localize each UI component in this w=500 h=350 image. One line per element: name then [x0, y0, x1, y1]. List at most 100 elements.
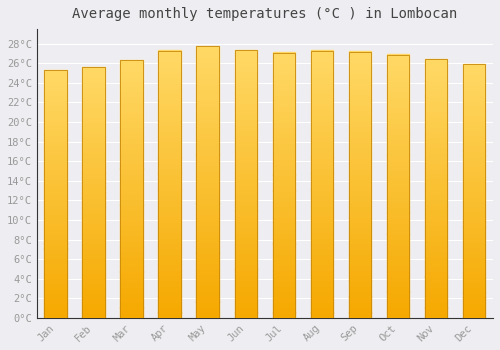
- Bar: [120, 96, 144, 102]
- Bar: [462, 191, 485, 196]
- Bar: [424, 282, 448, 287]
- Bar: [120, 61, 144, 318]
- Bar: [310, 275, 334, 280]
- Bar: [82, 288, 105, 293]
- Bar: [310, 131, 334, 136]
- Bar: [158, 189, 182, 195]
- Bar: [196, 269, 220, 274]
- Bar: [386, 212, 409, 218]
- Bar: [196, 247, 220, 253]
- Bar: [348, 131, 372, 137]
- Bar: [272, 169, 295, 175]
- Bar: [310, 291, 334, 296]
- Bar: [82, 127, 105, 132]
- Bar: [120, 81, 144, 86]
- Bar: [348, 184, 372, 190]
- Bar: [348, 286, 372, 291]
- Bar: [44, 263, 67, 268]
- Bar: [424, 271, 448, 276]
- Bar: [424, 189, 448, 194]
- Bar: [272, 196, 295, 201]
- Bar: [272, 95, 295, 100]
- Bar: [348, 83, 372, 89]
- Bar: [310, 99, 334, 104]
- Bar: [424, 209, 448, 215]
- Bar: [44, 90, 67, 95]
- Bar: [82, 87, 105, 92]
- Bar: [386, 60, 409, 65]
- Bar: [120, 112, 144, 117]
- Bar: [82, 173, 105, 177]
- Bar: [310, 174, 334, 179]
- Bar: [386, 118, 409, 123]
- Bar: [234, 82, 258, 87]
- Bar: [462, 100, 485, 105]
- Bar: [158, 125, 182, 131]
- Bar: [386, 55, 409, 318]
- Bar: [310, 232, 334, 238]
- Bar: [462, 110, 485, 115]
- Bar: [424, 230, 448, 235]
- Bar: [44, 298, 67, 303]
- Bar: [272, 159, 295, 164]
- Bar: [82, 182, 105, 188]
- Bar: [82, 117, 105, 122]
- Bar: [386, 165, 409, 170]
- Bar: [386, 154, 409, 160]
- Bar: [120, 199, 144, 204]
- Bar: [196, 105, 220, 111]
- Bar: [44, 268, 67, 273]
- Bar: [158, 72, 182, 77]
- Bar: [348, 110, 372, 116]
- Bar: [310, 189, 334, 195]
- Bar: [234, 253, 258, 259]
- Bar: [44, 233, 67, 239]
- Bar: [424, 70, 448, 75]
- Bar: [120, 184, 144, 189]
- Bar: [462, 302, 485, 308]
- Bar: [196, 100, 220, 106]
- Bar: [158, 179, 182, 184]
- Bar: [82, 158, 105, 162]
- Bar: [234, 152, 258, 157]
- Bar: [44, 179, 67, 184]
- Bar: [424, 204, 448, 209]
- Bar: [82, 137, 105, 142]
- Bar: [158, 216, 182, 222]
- Bar: [234, 55, 258, 60]
- Bar: [120, 266, 144, 272]
- Bar: [310, 184, 334, 190]
- Bar: [386, 292, 409, 297]
- Bar: [158, 115, 182, 120]
- Bar: [424, 147, 448, 153]
- Bar: [82, 258, 105, 263]
- Bar: [120, 256, 144, 261]
- Bar: [234, 125, 258, 130]
- Bar: [158, 50, 182, 56]
- Bar: [196, 187, 220, 192]
- Bar: [120, 292, 144, 297]
- Bar: [310, 296, 334, 302]
- Bar: [272, 84, 295, 90]
- Bar: [44, 184, 67, 189]
- Bar: [424, 173, 448, 178]
- Bar: [158, 243, 182, 248]
- Bar: [196, 241, 220, 247]
- Bar: [310, 307, 334, 313]
- Bar: [272, 296, 295, 302]
- Bar: [348, 78, 372, 84]
- Bar: [462, 211, 485, 216]
- Bar: [196, 138, 220, 144]
- Bar: [82, 92, 105, 97]
- Bar: [348, 179, 372, 185]
- Bar: [120, 86, 144, 91]
- Bar: [234, 162, 258, 168]
- Bar: [272, 175, 295, 180]
- Bar: [82, 132, 105, 138]
- Bar: [424, 126, 448, 132]
- Bar: [158, 227, 182, 232]
- Bar: [196, 274, 220, 280]
- Bar: [158, 163, 182, 168]
- Bar: [44, 258, 67, 263]
- Bar: [424, 90, 448, 96]
